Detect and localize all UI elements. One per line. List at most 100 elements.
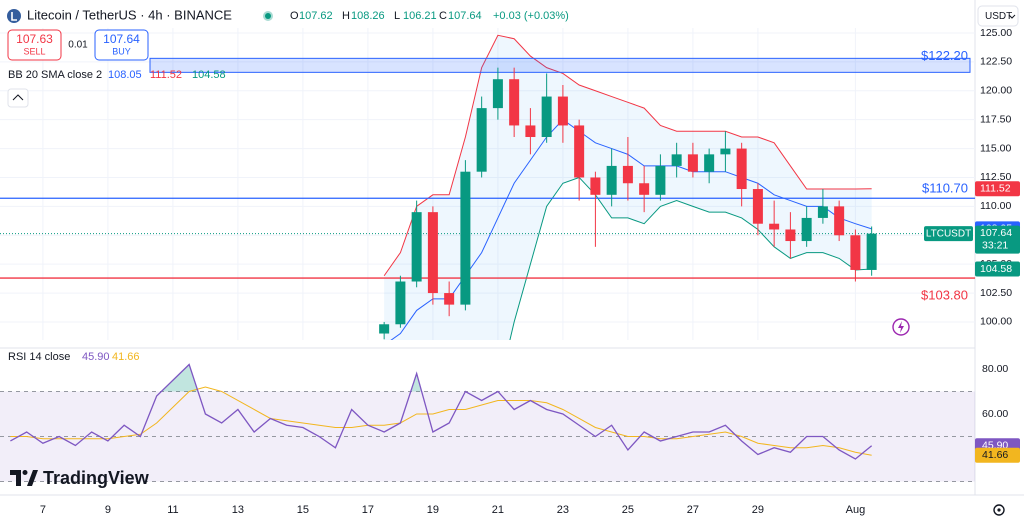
buy-label: BUY — [112, 46, 131, 56]
y-tick-label: 112.50 — [980, 171, 1011, 183]
candle-body — [590, 177, 601, 195]
settings-glyph — [997, 508, 1001, 512]
price-tag-label: 104.58 — [980, 263, 1012, 275]
x-tick-label: 17 — [362, 504, 374, 516]
collapse-button[interactable] — [7, 88, 29, 108]
candle-body — [509, 79, 520, 126]
symbol-icon — [7, 9, 21, 23]
candle-body — [866, 233, 877, 270]
symbol-title[interactable]: Litecoin / TetherUS · 4h · BINANCE — [27, 7, 232, 22]
candle-body — [606, 165, 617, 195]
candle-body — [525, 125, 536, 138]
rsi-value: 45.90 — [82, 351, 110, 363]
price-tag-label: 107.64 — [980, 227, 1012, 239]
rsi-name: RSI 14 close — [8, 351, 70, 363]
currency-button[interactable] — [977, 5, 1019, 27]
y-tick-label: 117.50 — [980, 113, 1011, 125]
candle-body — [541, 96, 552, 138]
alert-glyph — [898, 321, 904, 333]
ohlc-legend: O 107.62 H 108.26 L 106.21 C 107.64 — [290, 10, 482, 22]
band-line — [509, 176, 872, 340]
symbol-icon-glyph — [11, 12, 17, 21]
candle-body — [574, 125, 585, 178]
x-tick-label: 21 — [492, 504, 504, 516]
y-tick-label: 60.00 — [982, 408, 1008, 420]
candle-body — [671, 154, 682, 166]
sell-button[interactable] — [7, 29, 62, 61]
sell-price: 107.63 — [16, 32, 53, 46]
change: +0.03 (+0.03%) — [493, 10, 569, 22]
ohlc-key: H — [342, 10, 350, 22]
x-tick-label: 13 — [232, 504, 244, 516]
y-tick-label: 120.00 — [980, 85, 1012, 97]
logo-mark — [27, 470, 38, 486]
countdown: 33:21 — [982, 239, 1008, 251]
logo-mark — [22, 470, 28, 475]
settings-icon[interactable] — [993, 504, 1005, 516]
candle-body — [834, 206, 845, 236]
ohlc-key: L — [394, 10, 400, 22]
brand-logo — [10, 470, 38, 486]
spread: 0.01 — [68, 40, 88, 51]
y-tick-label: 102.50 — [980, 287, 1012, 299]
price-tag — [975, 261, 1020, 277]
logo-mark — [10, 470, 21, 486]
y-tick-label: 100.00 — [980, 316, 1012, 328]
candle-body — [720, 148, 731, 155]
candle-body — [557, 96, 568, 126]
price-tag — [975, 181, 1020, 197]
market-status-dot — [265, 13, 271, 19]
x-tick-label: 15 — [297, 504, 309, 516]
y-tick-label: 80.00 — [982, 363, 1008, 375]
bb-value: 104.58 — [192, 69, 226, 81]
candle-body — [395, 281, 406, 325]
candle-body — [444, 293, 455, 305]
candle-body — [639, 183, 650, 195]
x-tick-label: 7 — [40, 504, 46, 516]
ohlc-key: O — [290, 10, 299, 22]
x-tick-label: 23 — [557, 504, 569, 516]
currency: USDT — [985, 11, 1012, 22]
x-tick-label: Aug — [846, 504, 866, 516]
rsi-pane — [0, 363, 975, 482]
x-tick-label: 19 — [427, 504, 439, 516]
price-tag-label: 41.66 — [982, 449, 1008, 461]
symbol-tag — [924, 226, 973, 242]
candle-body — [736, 148, 747, 190]
band-line — [383, 34, 872, 277]
overbought-fill — [10, 364, 872, 392]
rsi-value: 41.66 — [112, 351, 140, 363]
level-zone — [149, 57, 971, 73]
price-tag — [975, 225, 1020, 254]
y-tick-label: 110.00 — [980, 200, 1011, 212]
candle-body — [817, 206, 828, 218]
axes: 100.00102.50105.00107.50110.00112.50115.… — [40, 27, 1020, 516]
candle-body — [752, 189, 763, 224]
candle-body — [476, 108, 487, 172]
candle-body — [460, 171, 471, 305]
y-tick-label: 122.50 — [980, 56, 1012, 68]
brand: TradingView — [43, 468, 150, 488]
candle-body — [704, 154, 715, 172]
candle-body — [411, 212, 422, 282]
level-label: $103.80 — [921, 287, 968, 302]
bb-value: 108.05 — [108, 69, 142, 81]
y-tick-label: 115.00 — [980, 142, 1011, 154]
x-tick-label: 9 — [105, 504, 111, 516]
candle-body — [379, 324, 390, 334]
buy-price: 107.64 — [103, 32, 140, 46]
price-tag-label: 111.52 — [980, 183, 1011, 195]
ohlc-value: 108.26 — [351, 10, 385, 22]
price-pane — [0, 28, 975, 340]
collapse-icon — [12, 94, 24, 101]
candle-body — [769, 223, 780, 230]
price-tag — [975, 447, 1020, 463]
candle-body — [801, 217, 812, 242]
candle-body — [687, 154, 698, 172]
x-tick-label: 27 — [687, 504, 699, 516]
candle-body — [850, 235, 861, 270]
buy-button[interactable] — [94, 29, 149, 61]
candle-body — [655, 165, 666, 195]
x-tick-label: 11 — [167, 504, 178, 516]
